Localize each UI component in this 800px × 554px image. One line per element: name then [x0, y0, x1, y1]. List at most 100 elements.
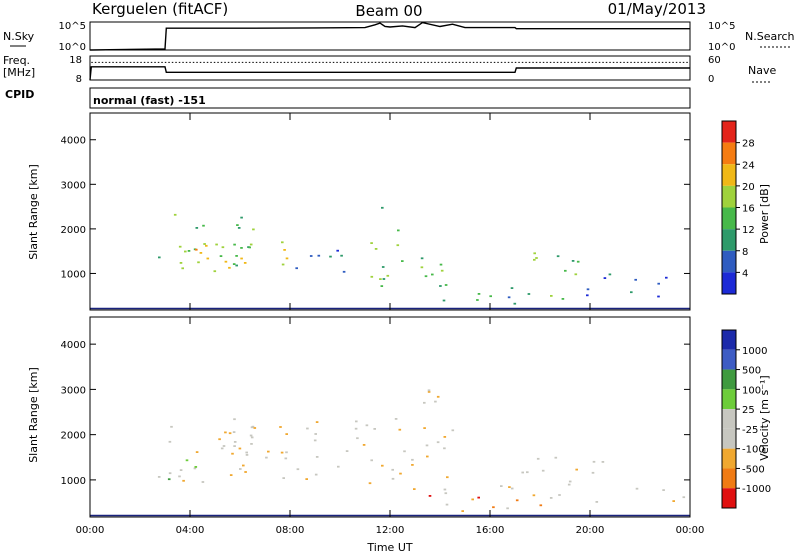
data-cell: [250, 426, 254, 429]
data-cell: [424, 275, 428, 278]
data-cell: [442, 299, 446, 302]
power-xticks: [89, 113, 691, 310]
data-cell: [168, 472, 172, 475]
data-cell: [381, 464, 384, 467]
data-cell: [634, 278, 637, 281]
data-cell: [317, 254, 321, 257]
data-cell: [443, 488, 447, 491]
nsky-plot: [90, 21, 690, 51]
data-cell: [477, 496, 480, 499]
data-cell: [203, 243, 206, 245]
nsky-right-tick-bottom: 10^0: [708, 42, 735, 53]
data-cell: [440, 269, 444, 272]
power-plot-region-6: [476, 287, 517, 305]
data-cell: [231, 452, 234, 455]
data-cell: [595, 501, 599, 503]
data-cell: [533, 252, 536, 255]
date-title: 01/May/2013: [608, 0, 706, 18]
data-cell: [315, 456, 319, 458]
data-cell: [313, 439, 317, 442]
data-cell: [168, 440, 172, 443]
data-cell: [420, 266, 424, 269]
data-cell: [423, 401, 426, 404]
data-cell: [398, 428, 402, 431]
data-cell: [170, 425, 173, 428]
data-cell: [222, 445, 226, 447]
velocity-plot: [90, 389, 690, 517]
colorbar-swatch: [722, 468, 736, 489]
colorbar-swatch: [722, 142, 736, 165]
data-cell: [181, 267, 184, 270]
data-cell: [229, 474, 233, 476]
data-cell: [445, 503, 449, 506]
data-cell: [476, 299, 479, 301]
data-cell: [492, 506, 495, 509]
nave-right-tick-bottom: 0: [708, 74, 714, 85]
data-cell: [178, 245, 182, 248]
power-colorbar: 28 24 20 16 12 8 4: [721, 120, 755, 295]
data-cell: [574, 273, 578, 276]
y-tick-label: 4000: [61, 136, 86, 147]
colorbar-swatch: [722, 389, 736, 410]
data-cell: [427, 391, 431, 393]
colorbar-tick-label: 12: [742, 225, 755, 236]
data-cell: [193, 467, 197, 470]
colorbar-tick-label: 1000: [742, 346, 767, 357]
data-cell: [575, 468, 578, 471]
data-cell: [426, 455, 429, 458]
colorbar-swatch: [722, 448, 736, 469]
data-cell: [235, 264, 238, 267]
data-cell: [215, 243, 218, 246]
data-cell: [403, 450, 406, 453]
data-cell: [240, 247, 243, 249]
data-cell: [533, 258, 536, 261]
data-cell: [309, 255, 313, 257]
nave-right-tick-top: 60: [708, 55, 721, 66]
data-cell: [265, 456, 268, 459]
frequency-series-line: [89, 66, 690, 81]
data-cell: [194, 466, 198, 468]
data-cell: [236, 224, 239, 226]
colorbar-tick-label: 25: [742, 405, 755, 416]
data-cell: [558, 494, 561, 496]
data-cell: [354, 427, 358, 430]
data-cell: [248, 246, 251, 249]
data-cell: [411, 458, 414, 461]
data-cell: [586, 288, 590, 291]
velocity-ylabel: Slant Range [km]: [27, 367, 40, 463]
nsky-panel-frame: [89, 21, 691, 51]
data-cell: [399, 472, 402, 475]
station-title: Kerguelen (fitACF): [92, 0, 228, 18]
freq-plot: [89, 61, 690, 81]
data-cell: [436, 441, 440, 444]
colorbar-tick-label: 28: [742, 139, 755, 150]
data-cell: [224, 260, 228, 263]
data-cell: [233, 441, 237, 443]
data-cell: [205, 244, 208, 247]
freq-left-tick-bottom: 8: [76, 74, 82, 85]
data-cell: [179, 262, 183, 264]
time-axis-label: Time UT: [366, 541, 412, 554]
power-plot-region-8: [586, 273, 612, 297]
power-plot-region-3: [295, 249, 346, 273]
x-tick-label: 00:00: [676, 525, 705, 536]
data-cell: [315, 421, 319, 423]
x-tick-label: 12:00: [376, 525, 405, 536]
data-cell: [425, 444, 429, 447]
colorbar-tick-label: 100: [742, 385, 761, 396]
colorbar-swatch: [722, 409, 736, 429]
data-cell: [423, 427, 426, 429]
data-cell: [233, 243, 236, 246]
data-cell: [249, 434, 253, 437]
data-cell: [195, 248, 198, 251]
colorbar-swatch: [722, 164, 736, 186]
data-cell: [554, 456, 558, 459]
data-cell: [185, 459, 189, 462]
data-cell: [586, 294, 589, 297]
velocity-plot-region-0: [157, 425, 255, 483]
data-cell: [285, 257, 289, 260]
data-cell: [541, 469, 545, 472]
nsky-left-tick-bottom: 10^0: [59, 42, 86, 53]
data-cell: [370, 242, 373, 244]
colorbar-swatch: [722, 121, 736, 143]
